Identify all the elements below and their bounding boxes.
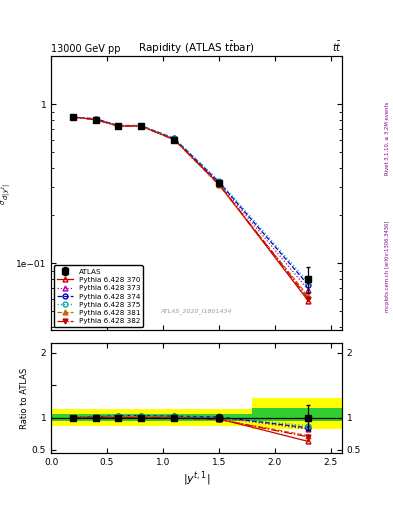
Legend: ATLAS, Pythia 6.428 370, Pythia 6.428 373, Pythia 6.428 374, Pythia 6.428 375, P: ATLAS, Pythia 6.428 370, Pythia 6.428 37… — [54, 265, 143, 327]
Pythia 6.428 382 — [138, 123, 143, 129]
Pythia 6.428 382 — [172, 137, 176, 143]
Pythia 6.428 382 — [217, 181, 221, 187]
Pythia 6.428 374 — [94, 116, 98, 122]
Pythia 6.428 381 — [116, 123, 121, 129]
Line: Pythia 6.428 370: Pythia 6.428 370 — [71, 115, 311, 304]
Pythia 6.428 381 — [71, 114, 76, 120]
Pythia 6.428 382 — [116, 123, 121, 129]
Pythia 6.428 375 — [172, 135, 176, 141]
Pythia 6.428 374 — [306, 282, 311, 288]
Pythia 6.428 375 — [71, 114, 76, 120]
Line: Pythia 6.428 374: Pythia 6.428 374 — [71, 115, 311, 288]
Pythia 6.428 375 — [306, 279, 311, 285]
Text: $t\bar{t}$: $t\bar{t}$ — [332, 40, 342, 54]
Pythia 6.428 375 — [217, 178, 221, 184]
Title: Rapidity (ATLAS t$\bar{t}$bar): Rapidity (ATLAS t$\bar{t}$bar) — [138, 40, 255, 56]
Pythia 6.428 373 — [71, 114, 76, 120]
Line: Pythia 6.428 373: Pythia 6.428 373 — [71, 115, 311, 292]
X-axis label: $|y^{t,1}|$: $|y^{t,1}|$ — [183, 470, 210, 488]
Text: Rivet 3.1.10, ≥ 3.2M events: Rivet 3.1.10, ≥ 3.2M events — [385, 101, 390, 175]
Pythia 6.428 381 — [138, 123, 143, 129]
Pythia 6.428 370 — [172, 137, 176, 143]
Pythia 6.428 373 — [94, 117, 98, 123]
Pythia 6.428 374 — [116, 122, 121, 129]
Text: ATLAS_2020_I1801434: ATLAS_2020_I1801434 — [161, 308, 232, 314]
Pythia 6.428 373 — [172, 136, 176, 142]
Pythia 6.428 381 — [217, 182, 221, 188]
Line: Pythia 6.428 381: Pythia 6.428 381 — [71, 115, 311, 299]
Y-axis label: $\frac{1}{\sigma}\frac{d\sigma}{d|y^{t}|}$: $\frac{1}{\sigma}\frac{d\sigma}{d|y^{t}|… — [0, 182, 13, 205]
Y-axis label: Ratio to ATLAS: Ratio to ATLAS — [20, 368, 29, 429]
Pythia 6.428 370 — [217, 181, 221, 187]
Pythia 6.428 375 — [116, 122, 121, 129]
Pythia 6.428 381 — [172, 137, 176, 143]
Pythia 6.428 374 — [217, 179, 221, 185]
Line: Pythia 6.428 382: Pythia 6.428 382 — [71, 115, 311, 301]
Pythia 6.428 381 — [306, 293, 311, 300]
Pythia 6.428 373 — [306, 287, 311, 293]
Pythia 6.428 373 — [217, 180, 221, 186]
Pythia 6.428 382 — [71, 114, 76, 120]
Pythia 6.428 370 — [116, 123, 121, 129]
Pythia 6.428 374 — [172, 135, 176, 141]
Pythia 6.428 373 — [116, 123, 121, 129]
Pythia 6.428 370 — [138, 123, 143, 129]
Pythia 6.428 370 — [71, 114, 76, 120]
Pythia 6.428 370 — [306, 298, 311, 304]
Pythia 6.428 382 — [306, 295, 311, 302]
Pythia 6.428 374 — [71, 114, 76, 120]
Pythia 6.428 374 — [138, 122, 143, 129]
Pythia 6.428 375 — [138, 122, 143, 129]
Line: Pythia 6.428 375: Pythia 6.428 375 — [71, 115, 311, 285]
Pythia 6.428 373 — [138, 123, 143, 129]
Text: 13000 GeV pp: 13000 GeV pp — [51, 44, 121, 54]
Pythia 6.428 370 — [94, 117, 98, 123]
Pythia 6.428 375 — [94, 116, 98, 122]
Pythia 6.428 382 — [94, 117, 98, 123]
Pythia 6.428 381 — [94, 117, 98, 123]
Text: mcplots.cern.ch [arXiv:1306.3436]: mcplots.cern.ch [arXiv:1306.3436] — [385, 221, 390, 312]
